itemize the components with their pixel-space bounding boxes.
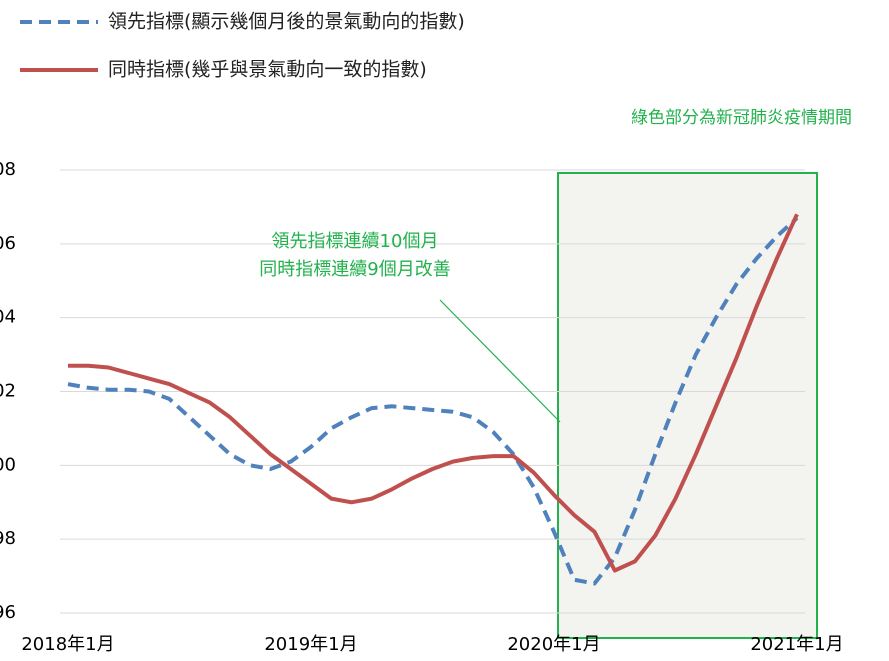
highlight-note: 綠色部分為新冠肺炎疫情期間 [631,108,852,128]
highlight-box [557,172,818,639]
y-tick-label: 102 [0,381,16,402]
annotation: 領先指標連續10個月 [272,231,439,252]
y-tick-label: 104 [0,307,16,328]
y-tick-label: 108 [0,159,16,180]
series-line [67,216,799,586]
y-tick-label: 100 [0,454,16,475]
y-tick-label: 96 [0,602,16,623]
annotation: 同時指標連續9個月改善 [259,259,450,280]
x-tick-label: 2018年1月 [21,634,114,655]
y-tick-label: 98 [0,528,16,549]
annotation-leader [439,299,561,423]
y-tick-label: 106 [0,233,16,254]
legend-label: 同時指標(幾乎與景氣動向一致的指數) [108,59,427,81]
x-tick-label: 2021年1月 [750,634,843,655]
legend-label: 領先指標(顯示幾個月後的景氣動向的指數) [108,11,465,33]
series-line [68,213,799,573]
x-tick-label: 2020年1月 [507,634,600,655]
x-tick-label: 2019年1月 [264,634,357,655]
